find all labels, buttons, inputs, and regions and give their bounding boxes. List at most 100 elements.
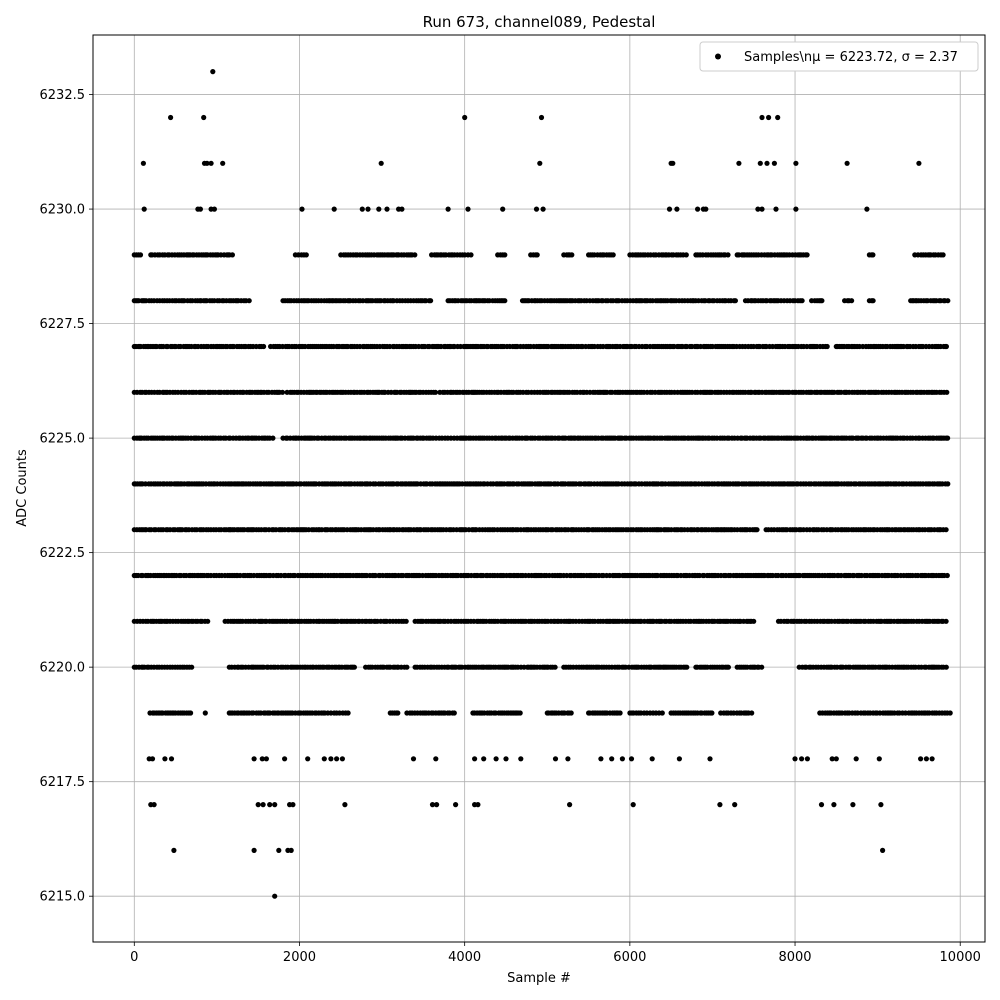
data-point: [305, 756, 311, 762]
data-point: [764, 160, 770, 166]
data-point: [725, 664, 732, 670]
data-point: [804, 756, 811, 762]
data-point: [428, 298, 434, 304]
data-point: [717, 802, 723, 808]
data-point: [282, 756, 288, 762]
chart-title: Run 673, channel089, Pedestal: [423, 13, 656, 31]
data-point: [945, 435, 951, 441]
data-point: [251, 847, 257, 854]
data-point: [339, 756, 345, 762]
data-point: [540, 206, 546, 212]
data-point: [500, 206, 506, 212]
data-point: [321, 756, 327, 762]
data-point: [749, 710, 755, 716]
data-point: [725, 252, 731, 258]
data-point: [771, 160, 778, 166]
data-point: [759, 114, 765, 121]
data-point: [880, 847, 886, 854]
data-point: [598, 756, 604, 762]
data-point: [434, 802, 440, 808]
data-point: [475, 802, 481, 808]
data-point: [260, 802, 266, 808]
data-point: [707, 756, 713, 762]
data-point: [824, 343, 830, 350]
data-point: [255, 802, 261, 808]
x-tick-label: 4000: [448, 950, 481, 965]
data-point: [140, 160, 146, 166]
data-point: [829, 756, 835, 762]
data-point: [272, 893, 278, 899]
data-point: [168, 756, 175, 762]
data-point: [328, 756, 334, 762]
data-point: [819, 298, 825, 304]
data-point: [676, 756, 683, 762]
y-tick-label: 6220.0: [40, 661, 86, 676]
data-point: [141, 206, 147, 212]
data-point: [503, 756, 509, 762]
plot-frame: [92, 34, 986, 943]
data-point: [695, 206, 701, 212]
data-point: [916, 160, 922, 166]
data-point: [818, 802, 825, 808]
data-point: [864, 206, 870, 212]
data-point: [878, 802, 884, 808]
data-point: [751, 618, 757, 624]
data-point: [567, 802, 573, 808]
data-point: [290, 802, 296, 808]
data-point: [151, 802, 157, 808]
data-point: [468, 252, 474, 258]
data-point: [162, 756, 168, 762]
data-point: [568, 710, 574, 716]
data-point: [609, 756, 615, 762]
data-point: [433, 756, 439, 762]
data-point: [345, 710, 351, 716]
data-point: [793, 206, 799, 212]
data-point: [804, 252, 810, 258]
data-point: [610, 252, 616, 258]
y-tick-label: 6222.5: [40, 546, 86, 561]
data-point: [876, 756, 882, 762]
data-point: [412, 252, 418, 258]
data-point: [853, 756, 859, 762]
data-point: [537, 160, 543, 166]
data-point: [569, 252, 575, 258]
legend-box: [699, 41, 979, 72]
data-point: [849, 298, 855, 304]
data-point: [263, 756, 269, 762]
data-point: [945, 298, 951, 304]
data-point: [188, 710, 194, 716]
x-tick-label: 0: [130, 950, 138, 965]
data-point: [303, 252, 309, 258]
data-point: [202, 710, 208, 716]
data-point: [404, 664, 410, 670]
data-point: [703, 206, 709, 212]
data-point: [481, 756, 487, 762]
data-point: [272, 802, 278, 808]
data-point: [684, 664, 690, 670]
data-point: [766, 114, 772, 121]
y-tick-label: 6230.0: [40, 203, 86, 218]
data-point: [465, 206, 471, 212]
data-point: [533, 206, 540, 212]
data-point: [736, 160, 742, 166]
data-point: [929, 756, 935, 762]
data-point: [943, 618, 949, 624]
data-point: [246, 298, 252, 304]
data-point: [259, 756, 265, 762]
data-point: [754, 527, 760, 533]
data-point: [395, 710, 401, 716]
data-point: [918, 756, 924, 762]
data-point: [229, 252, 235, 258]
data-point: [518, 756, 524, 762]
data-point: [493, 756, 499, 762]
data-point: [732, 298, 739, 304]
data-point: [451, 710, 457, 716]
data-point: [792, 756, 798, 762]
data-point: [276, 847, 282, 854]
data-point: [944, 572, 950, 579]
data-point: [171, 847, 177, 854]
data-point: [833, 756, 839, 762]
data-point: [799, 298, 805, 304]
data-point: [775, 114, 781, 121]
data-point: [755, 206, 761, 212]
